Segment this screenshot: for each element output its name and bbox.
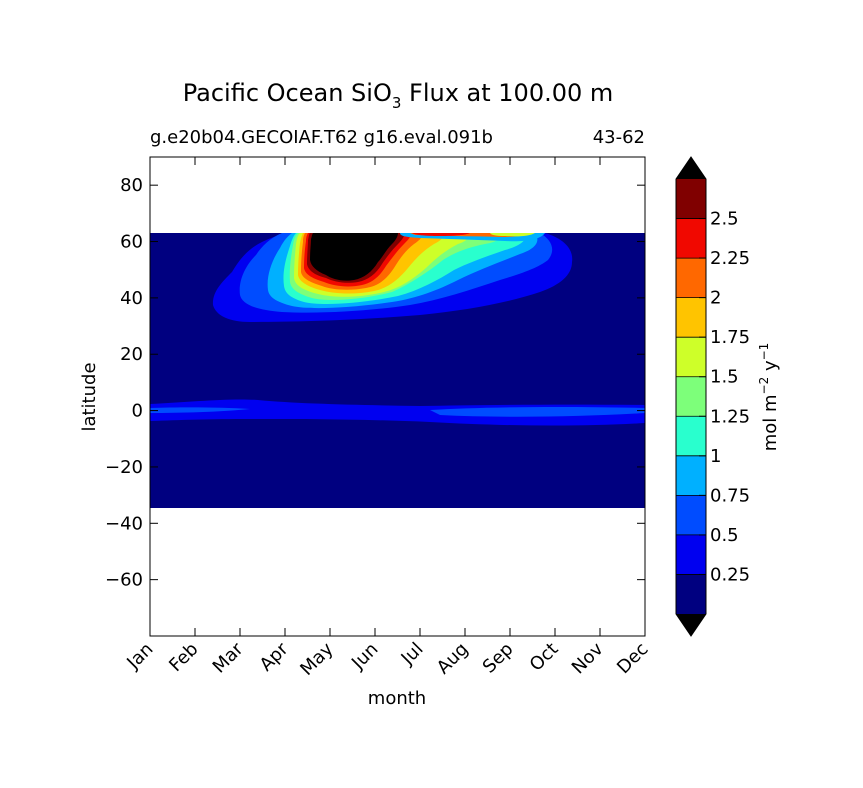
contour-level-over xyxy=(310,233,398,281)
colorbar: 0.25 0.5 0.75 1 1.25 1.5 1.75 2 2.25 2.5 xyxy=(675,156,750,637)
colorbar-tick-label: 0.5 xyxy=(710,525,739,546)
colorbar-swatch xyxy=(676,297,706,338)
colorbar-extend-max xyxy=(676,157,706,179)
colorbar-swatch xyxy=(676,218,706,259)
colorbar-frame xyxy=(675,156,707,637)
colorbar-swatch xyxy=(676,455,706,496)
x-tick-label: Mar xyxy=(209,638,248,677)
chart-subtitle-right: 43-62 xyxy=(593,127,645,148)
colorbar-tick-label: 0.75 xyxy=(710,485,750,506)
colorbar-tick-label: 1.25 xyxy=(710,406,750,427)
y-tick-label: −60 xyxy=(105,570,143,591)
y-tick-label: 20 xyxy=(120,344,143,365)
chart-title: Pacific Ocean SiO3 Flux at 100.00 m xyxy=(183,79,614,112)
colorbar-swatch xyxy=(676,574,706,614)
plot-frame xyxy=(149,156,646,637)
colorbar-swatch xyxy=(676,337,706,377)
y-axis-label: latitude xyxy=(79,362,100,431)
contour-top-streak xyxy=(412,233,470,236)
colorbar-swatch xyxy=(676,258,706,298)
chart-subtitle-left: g.e20b04.GECOIAF.T62 g16.eval.091b xyxy=(150,127,493,148)
contour-fill xyxy=(150,233,645,508)
y-tick-label: 40 xyxy=(120,288,143,309)
plot-area xyxy=(149,156,646,637)
y-tick-label: −20 xyxy=(105,457,143,478)
y-axis: −60 −40 −20 0 20 40 60 80 xyxy=(105,175,645,591)
colorbar-tick-label: 1.75 xyxy=(710,327,750,348)
contour-top-streak xyxy=(490,233,535,237)
x-tick-label: Jul xyxy=(397,639,428,670)
y-tick-label: 0 xyxy=(132,401,143,422)
colorbar-tick-label: 2.25 xyxy=(710,248,750,269)
y-tick-label: 60 xyxy=(120,232,143,253)
contour-equatorial-inner xyxy=(150,407,250,413)
colorbar-swatch xyxy=(676,534,706,575)
x-tick-label: Nov xyxy=(568,638,608,678)
colorbar-tick-label: 2.5 xyxy=(710,209,739,230)
x-tick-label: Apr xyxy=(256,638,293,675)
colorbar-swatch xyxy=(676,495,706,535)
colorbar-label: mol m−2 y−1 xyxy=(757,343,781,452)
x-tick-label: Dec xyxy=(613,639,652,678)
colorbar-tick-label: 0.25 xyxy=(710,564,750,585)
y-tick-label: −40 xyxy=(105,513,143,534)
colorbar-tick-label: 1 xyxy=(710,446,721,467)
colorbar-extend-min xyxy=(676,614,706,636)
colorbar-tick-label: 1.5 xyxy=(710,367,739,388)
colorbar-tick-label: 2 xyxy=(710,288,721,309)
x-tick-label: Oct xyxy=(526,639,563,676)
x-tick-label: Feb xyxy=(165,639,202,676)
y-tick-label: 80 xyxy=(120,175,143,196)
colorbar-swatch xyxy=(676,179,706,219)
x-tick-label: Jan xyxy=(122,639,157,674)
colorbar-swatch xyxy=(676,416,706,456)
x-tick-label: Jun xyxy=(347,639,382,674)
x-tick-label: Aug xyxy=(433,639,473,679)
x-tick-label: May xyxy=(296,638,337,679)
colorbar-swatch xyxy=(676,376,706,417)
contour-equatorial-band xyxy=(150,399,645,426)
x-tick-label: Sep xyxy=(479,639,518,678)
x-axis-label: month xyxy=(368,688,426,709)
contour-equatorial-inner xyxy=(430,406,645,417)
